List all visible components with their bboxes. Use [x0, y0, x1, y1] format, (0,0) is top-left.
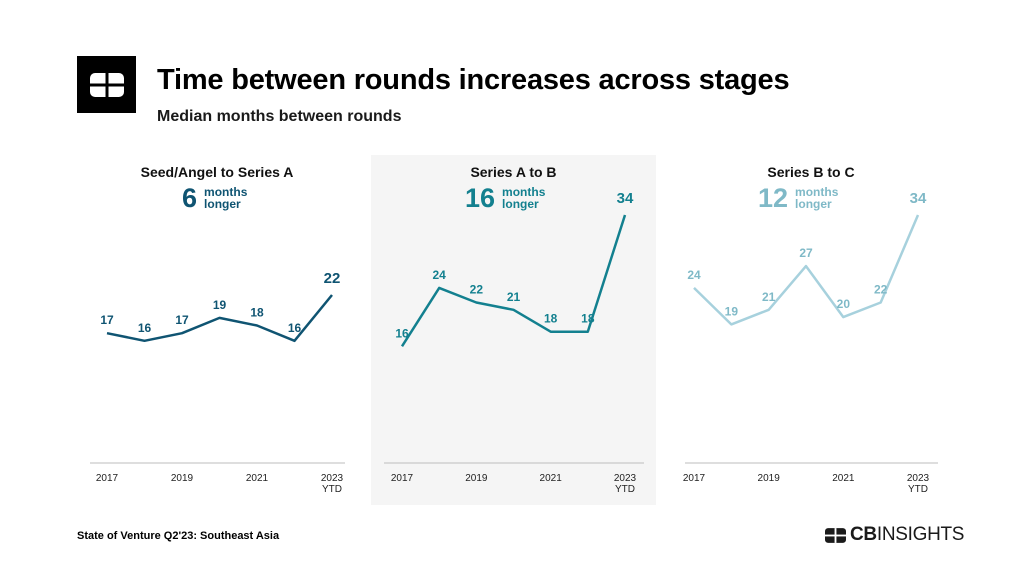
x-tick-label: 2017 — [683, 473, 706, 484]
data-label: 24 — [432, 268, 446, 282]
x-tick-label: 2019 — [171, 473, 194, 484]
chart-subtitle: Median months between rounds — [157, 108, 402, 125]
x-tick-label: YTD — [322, 484, 342, 495]
series-line — [106, 294, 333, 343]
data-label: 34 — [617, 190, 634, 207]
panel-title: Series B to C — [767, 164, 855, 180]
data-label: 19 — [725, 304, 739, 318]
x-tick-label: 2019 — [758, 473, 781, 484]
data-label: 22 — [874, 283, 888, 297]
brand-bold: CB — [850, 524, 877, 545]
brand-logo: CBINSIGHTS — [825, 524, 964, 546]
chart-title: Time between rounds increases across sta… — [157, 64, 790, 96]
stat-caption-line1: months — [204, 185, 248, 199]
x-tick-label: 2023 — [907, 473, 930, 484]
cb-insights-logo-icon — [77, 56, 136, 113]
stat-caption-line1: months — [502, 185, 546, 199]
x-tick-label: 2023 — [321, 473, 344, 484]
data-label: 16 — [288, 321, 302, 335]
brand-thin: INSIGHTS — [876, 524, 965, 545]
data-label: 18 — [581, 312, 595, 326]
stat-callout: 16 months longer — [465, 183, 545, 213]
x-tick-label: 2021 — [246, 473, 269, 484]
stat-callout: 6 months longer — [182, 183, 247, 213]
data-label: 16 — [138, 321, 152, 335]
stat-caption-line1: months — [795, 185, 839, 199]
data-label: 19 — [213, 298, 227, 312]
x-tick-label: 2017 — [96, 473, 119, 484]
stat-callout: 12 months longer — [758, 183, 838, 213]
panel-seed-to-a: Seed/Angel to Series A 6 months longer 1… — [77, 155, 357, 505]
stat-value: 16 — [465, 183, 496, 213]
data-label: 20 — [837, 297, 851, 311]
data-label: 21 — [507, 290, 521, 304]
stat-caption-line2: longer — [204, 197, 241, 211]
x-tick-label: 2021 — [832, 473, 855, 484]
stat-caption-line2: longer — [795, 197, 832, 211]
data-label: 18 — [544, 312, 558, 326]
cb-insights-logo-icon — [825, 527, 846, 543]
stat-caption: months longer — [795, 186, 838, 210]
data-label: 17 — [175, 313, 189, 327]
stat-value: 12 — [758, 183, 789, 213]
panel-a-to-b: Series A to B 16 months longer 16 24 22 21 1… — [371, 155, 656, 505]
cb-logo-glyph — [89, 72, 124, 97]
data-label: 27 — [799, 246, 813, 260]
stat-value: 6 — [182, 183, 198, 213]
x-tick-label: 2021 — [540, 473, 563, 484]
panel-title: Series A to B — [470, 164, 557, 180]
series-line — [400, 214, 627, 347]
data-label: 17 — [100, 313, 114, 327]
panel-b-to-c: Series B to C 12 months longer 24 19 21 27 2… — [672, 155, 950, 505]
panel-title: Seed/Angel to Series A — [140, 164, 294, 180]
data-label: 18 — [250, 306, 264, 320]
data-label: 16 — [395, 326, 409, 340]
brand-wordmark: CBINSIGHTS — [850, 524, 964, 546]
stat-caption: months longer — [502, 186, 545, 210]
data-label: 21 — [762, 290, 776, 304]
stat-caption-line2: longer — [502, 197, 539, 211]
series-line — [693, 214, 920, 326]
x-tick-label: YTD — [908, 484, 928, 495]
x-tick-label: YTD — [615, 484, 635, 495]
data-label: 22 — [470, 283, 484, 297]
x-tick-label: 2017 — [391, 473, 414, 484]
x-tick-label: 2019 — [465, 473, 488, 484]
source-note: State of Venture Q2'23: Southeast Asia — [77, 530, 280, 542]
x-tick-label: 2023 — [614, 473, 637, 484]
stat-caption: months longer — [204, 186, 247, 210]
data-label: 22 — [324, 270, 341, 287]
data-label: 24 — [687, 268, 701, 282]
data-label: 34 — [910, 190, 927, 207]
